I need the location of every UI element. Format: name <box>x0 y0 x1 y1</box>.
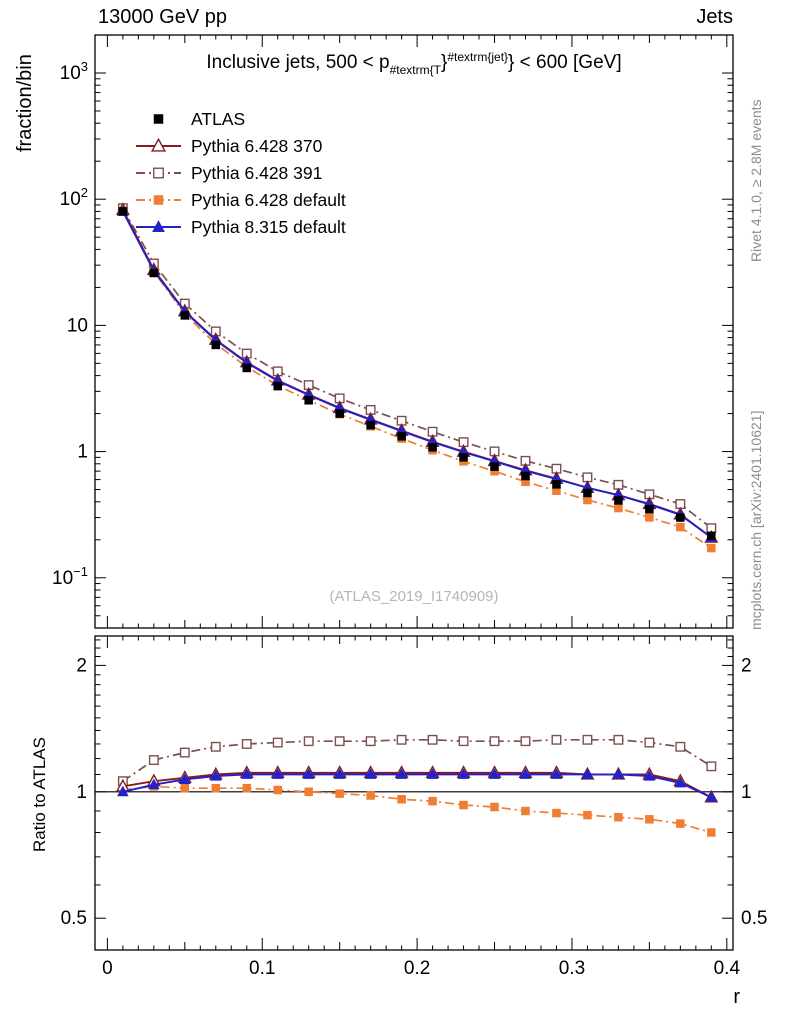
svg-text:0: 0 <box>102 958 113 979</box>
plot-title-mid: } <box>440 52 448 73</box>
svg-text:2: 2 <box>76 655 87 676</box>
plot-title-post: } < 600 [GeV] <box>508 52 622 73</box>
x-axis-title: r <box>733 986 740 1008</box>
svg-text:1: 1 <box>77 442 88 463</box>
svg-text:0.5: 0.5 <box>741 908 767 929</box>
svg-text:102: 102 <box>60 185 88 210</box>
series-ratio-pythia-8-315-default <box>117 768 718 802</box>
svg-text:103: 103 <box>60 59 88 84</box>
series-ratio-pythia-6-428-370 <box>115 765 719 803</box>
header-process: Jets <box>696 6 733 28</box>
svg-text:0.4: 0.4 <box>714 958 741 979</box>
legend-label-atlas: ATLAS <box>191 109 245 129</box>
series-main-pythia-8-315-default <box>117 205 718 542</box>
legend-label-pythia-6-428-default: Pythia 6.428 default <box>191 190 346 210</box>
svg-text:0.1: 0.1 <box>249 958 275 979</box>
legend-item-pythia-6-428-391: Pythia 6.428 391 <box>136 163 322 183</box>
ratio-y-tick-labels: 2 2 1 1 0.5 0.5 <box>61 655 768 929</box>
legend-label-pythia-6-428-370: Pythia 6.428 370 <box>191 136 323 156</box>
ratio-panel <box>95 734 733 837</box>
plot-title-pre: Inclusive jets, 500 < p <box>206 52 390 73</box>
series-main-atlas <box>118 207 716 541</box>
legend-label-pythia-8-315-default: Pythia 8.315 default <box>191 217 346 237</box>
svg-text:10: 10 <box>67 315 88 336</box>
main-y-ticks <box>95 34 733 629</box>
svg-text:0.3: 0.3 <box>559 958 585 979</box>
main-panel <box>115 202 719 553</box>
series-main-pythia-6-428-370 <box>115 202 719 543</box>
series-ratio-pythia-6-428-391 <box>117 734 717 787</box>
legend-item-atlas: ATLAS <box>153 109 245 129</box>
legend-item-pythia-6-428-370: Pythia 6.428 370 <box>136 136 323 156</box>
legend-item-pythia-8-315-default: Pythia 8.315 default <box>136 217 346 237</box>
analysis-watermark: (ATLAS_2019_I1740909) <box>329 588 499 605</box>
series-main-pythia-6-428-391 <box>117 203 717 534</box>
svg-text:2: 2 <box>741 655 752 676</box>
plot-title-sub: #textrm{T <box>389 63 441 77</box>
plot-title-sup: #textrm{jet} <box>447 50 509 64</box>
legend-label-pythia-6-428-391: Pythia 6.428 391 <box>191 163 322 183</box>
svg-text:0.5: 0.5 <box>61 908 87 929</box>
x-axis-tick-labels: 0 0.1 0.2 0.3 0.4 <box>102 958 740 979</box>
header-beam-energy: 13000 GeV pp <box>98 6 227 28</box>
svg-text:1: 1 <box>741 782 752 803</box>
series-main-pythia-6-428-default <box>118 206 716 553</box>
ratio-frame <box>94 635 734 951</box>
svg-text:10−1: 10−1 <box>52 564 88 589</box>
svg-text:1: 1 <box>76 782 87 803</box>
plot-title: Inclusive jets, 500 < p#textrm{T}#textrm… <box>95 50 733 77</box>
x-axis-ticks <box>106 35 728 950</box>
ratio-y-ticks <box>95 639 733 919</box>
legend: ATLAS Pythia 6.428 370 Pythia 6.428 391 Pyt… <box>136 109 346 237</box>
series-ratio-pythia-6-428-default <box>118 782 716 837</box>
legend-item-pythia-6-428-default: Pythia 6.428 default <box>136 190 346 210</box>
svg-text:0.2: 0.2 <box>404 958 430 979</box>
